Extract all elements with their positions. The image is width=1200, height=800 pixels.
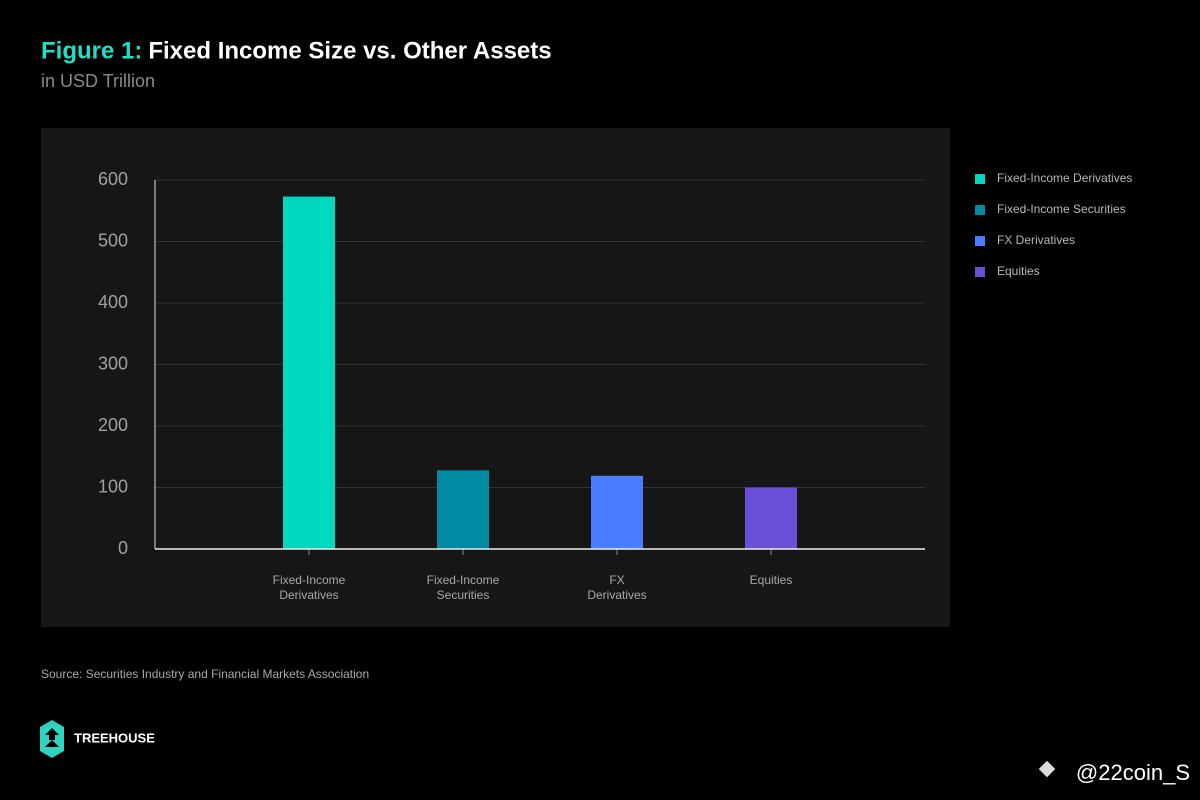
legend-swatch [975, 236, 985, 246]
bar [745, 487, 797, 549]
x-tick-label: Equities [750, 573, 793, 587]
brand-logo [40, 720, 64, 758]
y-tick-label: 200 [98, 415, 128, 435]
bar [591, 475, 643, 549]
legend-swatch [975, 267, 985, 277]
legend-swatch [975, 205, 985, 215]
x-tick-label: FX Derivatives [587, 573, 646, 602]
legend-label: FX Derivatives [997, 233, 1075, 247]
y-tick-label: 400 [98, 292, 128, 312]
y-tick-label: 300 [98, 353, 128, 373]
figure-label: Figure 1: [41, 37, 142, 64]
y-tick-label: 600 [98, 169, 128, 189]
y-tick-label: 500 [98, 230, 128, 250]
bar [437, 470, 489, 549]
brand-name: TREEHOUSE [74, 730, 155, 745]
y-tick-label: 0 [118, 538, 128, 558]
legend-swatch [975, 174, 985, 184]
watermark-icon [1038, 760, 1056, 778]
bar [283, 196, 335, 550]
source-note: Source: Securities Industry and Financia… [41, 667, 369, 681]
chart-title: Fixed Income Size vs. Other Assets [148, 37, 551, 64]
legend-label: Fixed-Income Derivatives [997, 171, 1132, 185]
watermark: @22coin_S [1076, 760, 1190, 785]
y-tick-label: 100 [98, 476, 128, 496]
chart-subtitle: in USD Trillion [41, 71, 155, 91]
plot-panel [41, 128, 950, 627]
legend-label: Fixed-Income Securities [997, 202, 1126, 216]
legend-label: Equities [997, 264, 1040, 278]
x-tick-label: Fixed-Income Derivatives [273, 573, 346, 602]
x-tick-label: Fixed-Income Securities [427, 573, 500, 602]
